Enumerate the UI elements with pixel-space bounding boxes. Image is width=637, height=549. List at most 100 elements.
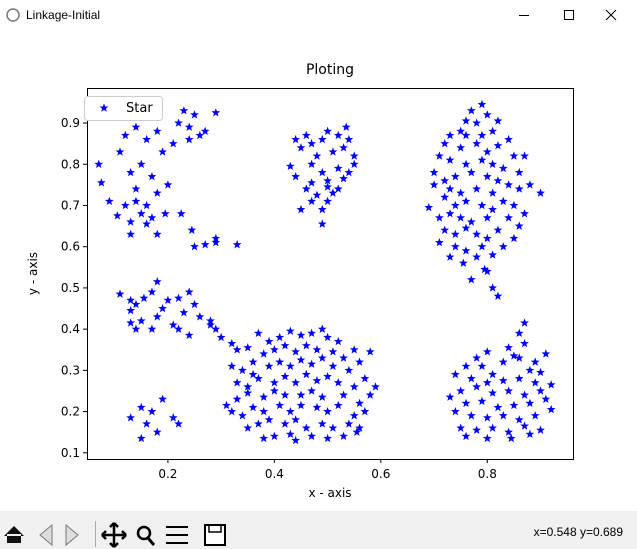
data-point xyxy=(509,151,519,160)
data-point xyxy=(275,357,285,366)
data-point xyxy=(291,347,301,356)
data-point xyxy=(461,246,471,255)
data-point xyxy=(285,361,295,370)
data-point xyxy=(317,324,327,333)
maximize-button[interactable] xyxy=(564,10,574,20)
data-point xyxy=(184,330,194,340)
data-point xyxy=(152,126,162,135)
forward-button[interactable] xyxy=(65,523,79,547)
data-point xyxy=(530,411,540,420)
data-point xyxy=(254,374,263,383)
data-point xyxy=(307,159,317,168)
data-point xyxy=(440,139,450,148)
data-point xyxy=(296,143,306,152)
y-tick-label: 0.7 xyxy=(61,198,80,212)
data-point xyxy=(184,287,194,296)
data-point xyxy=(285,161,295,171)
data-point xyxy=(440,176,450,185)
data-point xyxy=(466,411,476,420)
data-point xyxy=(317,167,327,177)
pan-button[interactable] xyxy=(101,522,127,548)
data-point xyxy=(264,336,274,346)
data-point xyxy=(211,237,221,247)
data-point xyxy=(307,328,317,337)
home-button[interactable] xyxy=(4,526,24,543)
data-point xyxy=(126,295,136,305)
data-point xyxy=(126,318,136,327)
data-point xyxy=(506,433,516,443)
x-tick-label: 0.6 xyxy=(371,467,390,481)
data-point xyxy=(275,332,285,342)
data-point xyxy=(498,196,508,206)
data-point xyxy=(291,435,301,445)
data-point xyxy=(488,126,497,135)
x-tick-label: 0.8 xyxy=(478,467,497,481)
data-point xyxy=(461,398,471,408)
data-point xyxy=(477,130,487,140)
data-point xyxy=(323,126,332,135)
data-point xyxy=(360,374,370,383)
data-point xyxy=(147,213,157,222)
data-point xyxy=(317,392,327,401)
data-point xyxy=(323,332,332,342)
data-point xyxy=(131,122,141,131)
data-point xyxy=(328,347,338,356)
data-point xyxy=(488,369,497,379)
data-point xyxy=(546,380,556,389)
data-point xyxy=(147,406,157,416)
data-point xyxy=(472,353,482,362)
data-point xyxy=(323,371,332,381)
data-point xyxy=(238,365,247,375)
data-point xyxy=(232,394,242,403)
back-button[interactable] xyxy=(39,523,53,547)
y-tick-label: 0.4 xyxy=(61,322,80,336)
data-point xyxy=(120,130,130,140)
data-point xyxy=(536,188,545,197)
data-point xyxy=(520,318,529,327)
data-point xyxy=(323,433,332,443)
data-point xyxy=(131,299,141,309)
data-point xyxy=(243,388,253,397)
data-point xyxy=(190,110,199,119)
data-point xyxy=(341,122,351,131)
data-point xyxy=(477,242,487,251)
data-point xyxy=(120,200,130,210)
data-point xyxy=(126,167,136,177)
data-point xyxy=(112,211,122,220)
data-point xyxy=(525,429,535,438)
data-point xyxy=(152,277,162,286)
data-point xyxy=(126,229,136,239)
data-point xyxy=(536,386,545,395)
data-point xyxy=(498,376,508,385)
data-point xyxy=(488,388,497,397)
data-point xyxy=(456,143,466,152)
data-point xyxy=(152,188,162,197)
data-point xyxy=(206,320,215,329)
data-point xyxy=(541,349,551,358)
data-point xyxy=(168,320,178,329)
close-button[interactable] xyxy=(605,9,617,21)
data-point xyxy=(477,396,487,406)
data-point xyxy=(254,419,263,428)
data-point xyxy=(472,118,482,127)
data-point xyxy=(296,355,306,364)
data-point xyxy=(456,188,466,197)
data-point xyxy=(424,202,434,212)
configure-button[interactable] xyxy=(166,526,188,544)
zoom-button[interactable] xyxy=(136,525,152,541)
data-point xyxy=(270,431,279,441)
data-point xyxy=(504,427,513,436)
data-point xyxy=(536,367,545,377)
data-point xyxy=(160,209,170,218)
data-point xyxy=(195,130,205,140)
save-button[interactable] xyxy=(204,524,226,546)
data-point xyxy=(136,159,146,168)
data-point xyxy=(115,147,125,156)
data-point xyxy=(450,200,460,210)
y-tick-label: 0.6 xyxy=(61,240,80,254)
data-point xyxy=(168,139,178,148)
legend-marker xyxy=(99,103,109,112)
data-point xyxy=(136,209,146,218)
data-point xyxy=(142,200,151,210)
data-point xyxy=(174,419,183,428)
